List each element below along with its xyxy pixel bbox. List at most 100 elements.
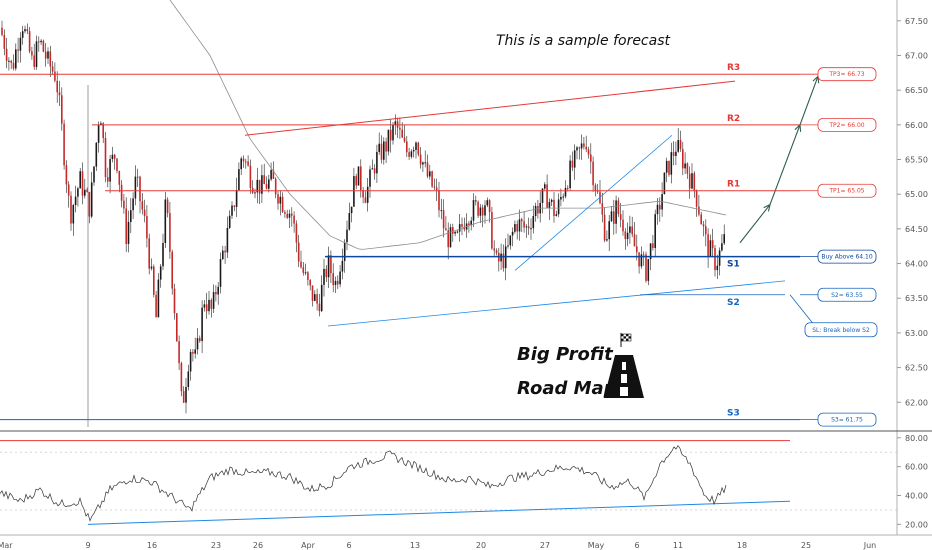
candle-body [72, 204, 75, 224]
rsi-line [0, 444, 727, 522]
rsi-tick-label: 40.00 [905, 491, 928, 500]
price-tick-label: 66.50 [905, 86, 928, 95]
candle-body [429, 171, 431, 177]
candle-body [88, 191, 91, 217]
candle-body [688, 173, 691, 189]
callout-text-s1: Buy Above 64.10 [821, 254, 872, 261]
candle-body [256, 179, 259, 193]
candle-body [594, 185, 597, 191]
candle-body [270, 170, 272, 180]
candle-body [21, 31, 24, 38]
candle-body [626, 232, 629, 240]
candle-body [346, 229, 348, 243]
candle-body [693, 173, 696, 191]
candle-body [567, 187, 569, 189]
forecast-annotation: This is a sample forecast [496, 33, 671, 49]
candle-body [155, 294, 157, 318]
callout-text-r1: TP1= 65.05 [828, 188, 864, 195]
candle-body [525, 226, 528, 228]
candle-body [166, 199, 169, 214]
candle-body [721, 243, 723, 251]
candle-body [74, 196, 77, 205]
candle-body [238, 169, 240, 191]
time-tick-label: 20 [476, 541, 486, 550]
candle-body [645, 254, 647, 281]
candle-body [245, 161, 247, 163]
candle-body [320, 284, 323, 312]
candle-body [638, 252, 640, 267]
candle-body [590, 154, 592, 162]
candle-body [281, 196, 284, 212]
candle-body [369, 169, 371, 187]
price-tick-label: 62.00 [905, 398, 928, 407]
candle-body [178, 341, 180, 364]
callout-text-s2: S2= 63.55 [831, 292, 863, 299]
time-tick-label: 11 [673, 541, 683, 550]
upper-trendline [244, 80, 736, 136]
candle-body [35, 41, 38, 67]
candle-body [502, 253, 505, 269]
candle-body [302, 267, 305, 273]
candle-body [162, 242, 164, 267]
candle-body [486, 200, 489, 206]
candle-body [132, 198, 134, 211]
candle-body [470, 220, 472, 226]
candle-body [709, 240, 712, 257]
candle-body [291, 213, 293, 216]
candle-body [109, 159, 111, 182]
candle-body [1, 27, 3, 35]
candle-body [652, 243, 654, 248]
candle-body [415, 142, 417, 150]
candle-body [636, 246, 638, 253]
candle-body [277, 194, 279, 204]
candle-body [663, 172, 666, 195]
candle-body [118, 171, 121, 185]
candle-body [555, 214, 558, 216]
candle-body [350, 206, 353, 214]
rsi-tick-label: 60.00 [905, 463, 928, 472]
candle-body [10, 60, 12, 63]
candle-body [148, 238, 150, 269]
candle-body [116, 158, 118, 172]
candle-body [406, 141, 408, 153]
candle-body [419, 154, 422, 165]
candle-body [668, 160, 670, 175]
candle-body [675, 151, 677, 156]
candle-body [601, 203, 604, 215]
candle-body [171, 251, 173, 289]
candle-body [376, 151, 378, 174]
price-tick-label: 63.50 [905, 294, 928, 303]
candle-body [130, 210, 132, 222]
callout-box-r3 [817, 67, 877, 82]
candle-body [28, 31, 31, 52]
candle-body [113, 154, 116, 159]
candle-body [97, 125, 100, 143]
candle-body [203, 304, 206, 308]
candle-body [714, 248, 716, 271]
price-tick-label: 67.00 [905, 51, 928, 60]
lower-trendline [327, 280, 786, 327]
candle-body [433, 186, 436, 188]
candle-body [619, 214, 622, 220]
candle-body [222, 250, 224, 260]
candle-body [435, 187, 438, 191]
candle-body [472, 200, 475, 221]
candle-body [392, 124, 394, 141]
candle-body [176, 313, 178, 342]
candle-body [422, 162, 424, 165]
time-tick-label: 27 [540, 541, 550, 550]
candle-body [279, 196, 282, 204]
candle-body [5, 48, 8, 61]
callout-box-r2 [817, 117, 877, 132]
candle-body [159, 266, 162, 280]
candle-body [67, 184, 70, 196]
candle-body [343, 242, 346, 261]
candle-body [431, 171, 433, 187]
candle-body [410, 151, 413, 157]
candle-body [314, 294, 316, 301]
time-tick-label: 25 [801, 541, 811, 550]
candle-body [702, 224, 705, 227]
candle-body [258, 179, 261, 194]
candle-body [424, 162, 426, 164]
